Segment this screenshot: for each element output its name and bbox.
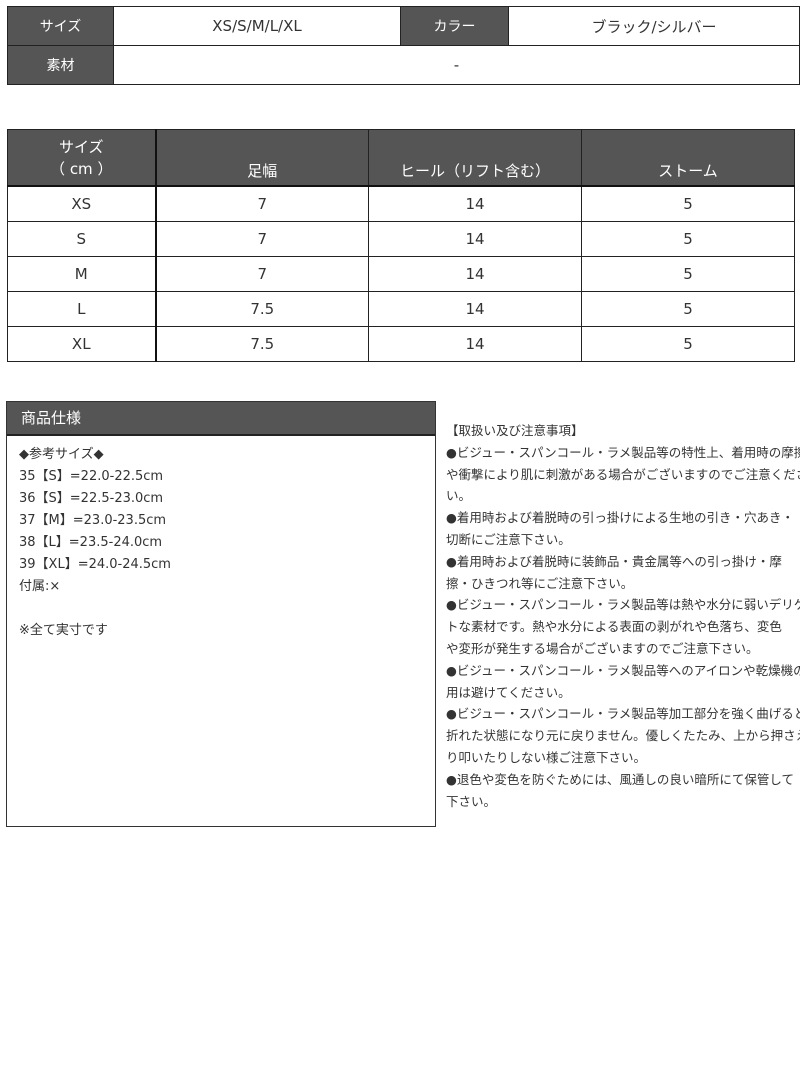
note-line: 擦・ひきつれ等にご注意下さい。: [446, 575, 634, 591]
table-row: XL 7.5 14 5: [7, 326, 795, 362]
note-line: や変形が発生する場合がございますのでご注意下さい。: [446, 640, 759, 656]
header-size-line2: （ cm ）: [50, 159, 113, 178]
size-label: サイズ: [7, 6, 114, 46]
table-row: L 7.5 14 5: [7, 291, 795, 327]
header-heel: ヒール（リフト含む）: [368, 129, 582, 187]
table-cell: 7.5: [155, 326, 369, 362]
note-line: ●ビジュー・スパンコール・ラメ製品等へのアイロンや乾燥機の使: [446, 662, 800, 678]
header-storm: ストーム: [581, 129, 795, 187]
table-cell: L: [7, 291, 157, 327]
note-line: ●ビジュー・スパンコール・ラメ製品等は熱や水分に弱いデリケー: [446, 597, 800, 613]
table-row: M 7 14 5: [7, 256, 795, 292]
spec-line: 付属:×: [19, 579, 61, 594]
size-value: XS/S/M/L/XL: [113, 6, 401, 46]
table-cell: 5: [581, 185, 795, 222]
spec-line: ※全て実寸です: [19, 623, 108, 638]
table-cell: 14: [368, 221, 582, 257]
header-size: サイズ （ cm ）: [7, 129, 157, 187]
note-line: 折れた状態になり元に戻りません。優しくたたみ、上から押さえた: [446, 728, 800, 744]
note-line: ●着用時および着脱時の引っ掛けによる生地の引き・穴あき・: [446, 510, 795, 526]
note-line: い。: [446, 488, 472, 504]
table-cell: 5: [581, 221, 795, 257]
table-cell: XL: [7, 326, 157, 362]
note-line: ●ビジュー・スパンコール・ラメ製品等加工部分を強く曲げると: [446, 706, 800, 722]
note-line: 用は避けてください。: [446, 684, 571, 700]
table-cell: 5: [581, 291, 795, 327]
table-cell: 7: [155, 185, 369, 222]
product-spec-box: 商品仕様 ◆参考サイズ◆ 35【S】=22.0-22.5cm 36【S】=22.5-…: [6, 401, 436, 827]
spec-body: ◆参考サイズ◆ 35【S】=22.0-22.5cm 36【S】=22.5-23.0c…: [7, 436, 435, 642]
spec-line: [19, 598, 435, 620]
color-label: カラー: [400, 6, 509, 46]
size-chart-table: サイズ （ cm ） 足幅 ヒール（リフト含む） ストーム XS 7 14 5 S 7 14…: [7, 129, 795, 362]
color-value: ブラック/シルバー: [508, 6, 800, 46]
table-row: S 7 14 5: [7, 221, 795, 257]
table-cell: 5: [581, 256, 795, 292]
header-size-line1: サイズ: [58, 137, 104, 156]
table-cell: 5: [581, 326, 795, 362]
material-label: 素材: [7, 45, 114, 85]
table-cell: 14: [368, 256, 582, 292]
table-cell: 7: [155, 221, 369, 257]
header-width: 足幅: [155, 129, 369, 187]
table-cell: XS: [7, 185, 157, 222]
table-cell: S: [7, 221, 157, 257]
material-value: -: [113, 45, 800, 85]
note-line: ●退色や変色を防ぐためには、風通しの良い暗所にて保管して: [446, 771, 795, 787]
product-info-table: サイズ XS/S/M/L/XL カラー ブラック/シルバー 素材 -: [7, 6, 800, 85]
note-line: ●着用時および着脱時に装飾品・貴金属等への引っ掛け・摩: [446, 553, 782, 569]
note-line: 【取扱い及び注意事項】: [446, 423, 584, 438]
table-cell: 14: [368, 326, 582, 362]
table-cell: M: [7, 256, 157, 292]
note-line: 下さい。: [446, 793, 497, 809]
table-cell: 7.5: [155, 291, 369, 327]
table-cell: 14: [368, 291, 582, 327]
spec-title: 商品仕様: [7, 402, 435, 436]
note-line: や衝撃により肌に刺激がある場合がございますのでご注意くださ: [446, 466, 800, 482]
care-notes: 【取扱い及び注意事項】 ●ビジュー・スパンコール・ラメ製品等の特性上、着用時の摩擦…: [446, 420, 800, 812]
note-line: り叩いたりしない様ご注意下さい。: [446, 749, 647, 765]
spec-line: ◆参考サイズ◆: [19, 447, 104, 462]
table-row: XS 7 14 5: [7, 185, 795, 222]
spec-line: 36【S】=22.5-23.0cm: [19, 491, 164, 506]
note-line: ●ビジュー・スパンコール・ラメ製品等の特性上、着用時の摩擦: [446, 444, 800, 460]
spec-line: 39【XL】=24.0-24.5cm: [19, 557, 171, 572]
spec-line: 37【M】=23.0-23.5cm: [19, 513, 167, 528]
table-cell: 14: [368, 185, 582, 222]
note-line: 切断にご注意下さい。: [446, 531, 571, 547]
spec-line: 38【L】=23.5-24.0cm: [19, 535, 163, 550]
table-cell: 7: [155, 256, 369, 292]
note-line: トな素材です。熱や水分による表面の剥がれや色落ち、変色: [446, 619, 782, 635]
size-chart-header: サイズ （ cm ） 足幅 ヒール（リフト含む） ストーム: [7, 129, 795, 187]
spec-line: 35【S】=22.0-22.5cm: [19, 469, 164, 484]
